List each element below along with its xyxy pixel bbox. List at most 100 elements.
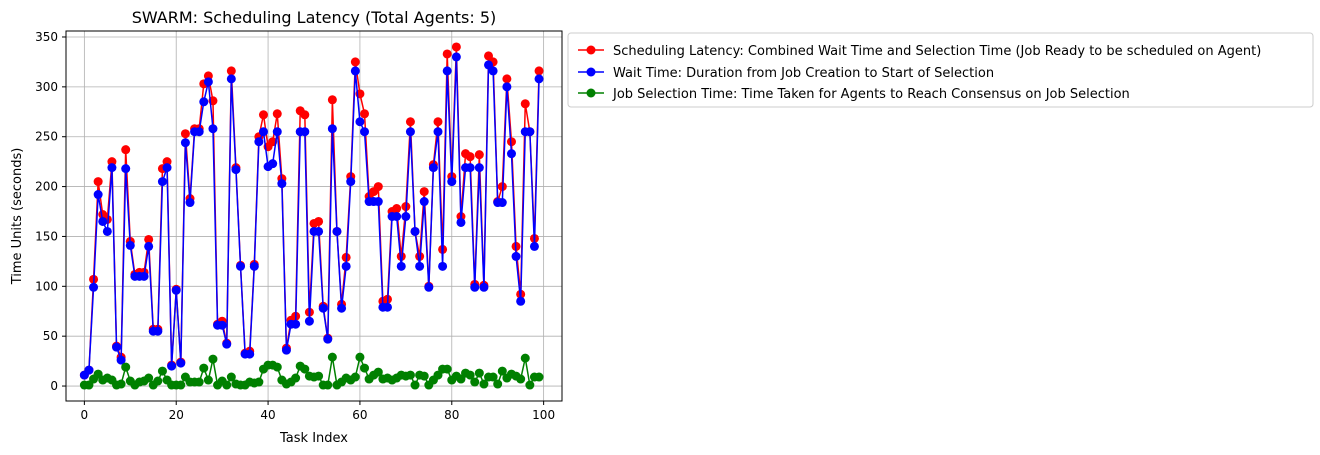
data-point [502, 74, 512, 84]
series-line [83, 56, 540, 376]
x-tick-label: 20 [169, 408, 184, 422]
data-point [222, 339, 232, 349]
y-tick-label: 250 [35, 130, 58, 144]
data-point [360, 127, 370, 137]
data-point [272, 127, 282, 137]
legend-marker-wait [586, 67, 596, 77]
axis-ticks: 0 20 40 60 80 100 0 50 100 150 200 250 300 350 [35, 30, 555, 422]
data-point [93, 190, 103, 200]
data-point [272, 362, 282, 372]
data-point [157, 366, 167, 376]
data-point [125, 240, 135, 250]
data-point [222, 380, 232, 390]
data-point [217, 320, 227, 330]
data-point [226, 372, 236, 382]
data-point [392, 212, 402, 221]
series-2 [79, 352, 544, 390]
data-point [258, 127, 268, 137]
legend-box [567, 32, 1314, 108]
data-point [93, 177, 103, 187]
y-tick-label: 200 [35, 180, 58, 194]
data-point [281, 345, 291, 355]
y-axis-title: Time Units (seconds) [10, 148, 25, 286]
data-point [208, 354, 218, 364]
data-point [456, 217, 466, 227]
legend-label-wait: Wait Time: Duration from Job Creation to… [613, 66, 994, 81]
data-point [447, 177, 457, 187]
data-point [300, 110, 310, 120]
data-point [171, 285, 181, 295]
x-tick-label: 80 [444, 408, 459, 422]
data-point [176, 358, 186, 368]
plot-frame [65, 30, 563, 402]
data-point [428, 163, 438, 173]
data-point [153, 376, 163, 386]
data-point [144, 234, 154, 244]
data-point [346, 177, 356, 187]
data-point [520, 353, 530, 363]
data-point [167, 361, 177, 371]
data-point [107, 163, 117, 173]
data-point [350, 372, 360, 382]
data-point [419, 197, 429, 207]
data-point [327, 95, 337, 105]
data-point [157, 177, 167, 187]
data-point [396, 261, 406, 271]
data-point [323, 334, 333, 344]
data-point [534, 74, 544, 84]
data-point [332, 226, 342, 236]
data-point [419, 371, 429, 381]
data-point [194, 127, 204, 137]
data-point [268, 159, 278, 169]
data-point [304, 316, 314, 326]
legend-marker-selection [586, 88, 596, 98]
data-point [258, 110, 268, 120]
data-point [534, 66, 544, 76]
data-point [442, 364, 452, 374]
data-point [424, 282, 434, 292]
data-point [405, 370, 415, 380]
data-point [116, 355, 126, 365]
data-point [529, 241, 539, 251]
data-point [300, 127, 310, 137]
data-point [433, 117, 443, 127]
data-point [488, 372, 498, 382]
data-point [415, 261, 425, 271]
data-point [323, 380, 333, 390]
data-point [153, 326, 163, 336]
y-tick-label: 150 [35, 229, 58, 243]
data-point [502, 82, 512, 92]
data-point [497, 366, 507, 376]
chart-title: SWARM: Scheduling Latency (Total Agents:… [132, 8, 497, 27]
data-point [176, 380, 186, 390]
data-point [470, 377, 480, 387]
data-point [405, 127, 415, 137]
legend: Scheduling Latency: Combined Wait Time a… [567, 32, 1314, 108]
data-point [203, 375, 213, 385]
data-point [185, 198, 195, 208]
data-point [314, 371, 324, 381]
data-point [341, 261, 351, 271]
data-point [314, 216, 324, 226]
data-point [231, 165, 241, 175]
data-point [139, 271, 149, 281]
data-point [410, 226, 420, 236]
data-point [84, 365, 94, 375]
data-point [236, 261, 246, 271]
data-point [525, 127, 535, 137]
data-point [433, 127, 443, 137]
data-point [493, 379, 503, 389]
legend-label-latency: Scheduling Latency: Combined Wait Time a… [613, 44, 1261, 59]
data-point [300, 364, 310, 374]
data-point [438, 261, 448, 271]
data-point [162, 163, 172, 173]
data-point [245, 349, 255, 359]
data-point [98, 216, 108, 226]
data-point [360, 363, 370, 373]
data-point [360, 109, 370, 119]
data-point [291, 319, 301, 329]
data-point [534, 372, 544, 382]
data-point [199, 363, 209, 373]
data-point [102, 226, 112, 236]
